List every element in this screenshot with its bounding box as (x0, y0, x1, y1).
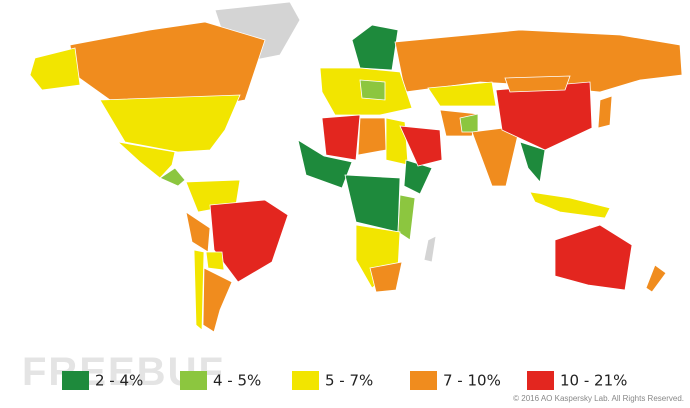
mexico (116, 141, 176, 179)
indonesia (529, 191, 611, 219)
ethiopia (403, 159, 433, 195)
egypt-sudan (385, 117, 409, 166)
libya (357, 117, 387, 156)
legend-swatch (62, 371, 89, 390)
east-africa (397, 194, 416, 241)
legend-label: 2 - 4% (95, 372, 143, 390)
bolivia (205, 251, 225, 271)
copyright: © 2016 AO Kaspersky Lab. All Rights Rese… (513, 394, 684, 403)
argentina (202, 267, 233, 333)
madagascar (423, 235, 437, 263)
scandinavia (351, 24, 399, 71)
legend-label: 7 - 10% (443, 372, 501, 390)
japan (597, 95, 613, 129)
legend-swatch (292, 371, 319, 390)
legend-swatch (410, 371, 437, 390)
southeast-asia (519, 141, 546, 183)
brazil (209, 199, 289, 283)
legend-label: 4 - 5% (213, 372, 261, 390)
world-map (29, 1, 683, 333)
usa (99, 94, 241, 153)
central-america (159, 167, 186, 187)
legend-label: 5 - 7% (325, 372, 373, 390)
alaska (29, 47, 81, 91)
chile (193, 249, 205, 331)
canada (69, 21, 266, 109)
kazakhstan (427, 81, 497, 107)
central-europe (359, 79, 386, 101)
china (495, 81, 593, 151)
saudi-arabia (399, 125, 443, 167)
australia (554, 224, 633, 291)
peru (185, 211, 211, 253)
legend-swatch (527, 371, 554, 390)
south-africa (369, 261, 403, 293)
mongolia (504, 75, 571, 93)
legend-label: 10 - 21% (560, 372, 627, 390)
central-africa (344, 174, 401, 233)
new-zealand (645, 264, 667, 293)
legend: 2 - 4% 4 - 5% 5 - 7% 7 - 10% 10 - 21% (62, 371, 627, 390)
legend-swatch (180, 371, 207, 390)
algeria (321, 114, 361, 161)
